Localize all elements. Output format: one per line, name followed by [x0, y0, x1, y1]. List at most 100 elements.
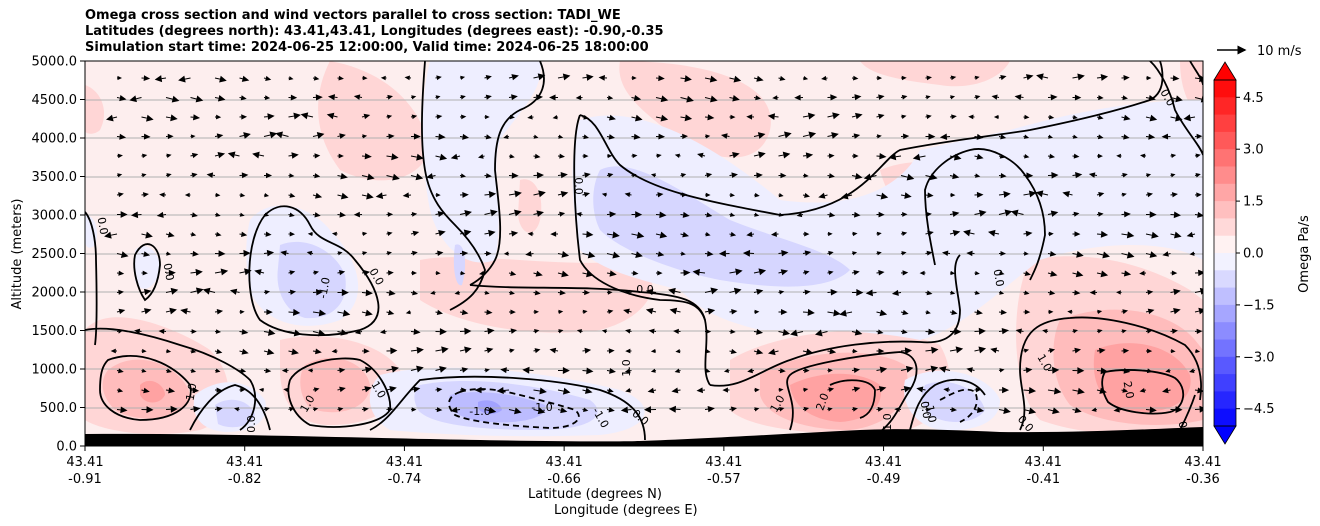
omega-fill-region	[318, 61, 430, 181]
wind-vector-shaft	[680, 77, 686, 80]
wind-vector-head	[991, 94, 998, 100]
wind-vector-shaft	[557, 193, 562, 196]
wind-vector-head	[612, 251, 621, 259]
wind-vector-head	[216, 387, 223, 393]
wind-vector-head	[803, 173, 809, 178]
wind-vector-head	[673, 328, 679, 335]
wind-vector-head	[876, 251, 882, 256]
wind-vector-shaft	[1047, 409, 1054, 412]
wind-vector-head	[904, 192, 912, 199]
wind-vector-shaft	[533, 409, 539, 412]
wind-vector-head	[416, 365, 424, 373]
wind-vector-head	[735, 268, 743, 276]
x-tick-label-lat: 43.41	[386, 455, 423, 470]
wind-vector-head	[485, 94, 492, 100]
wind-vector-head	[1121, 329, 1127, 334]
wind-vector-head	[754, 192, 760, 198]
wind-vector-head	[1116, 153, 1121, 159]
wind-vector-head	[682, 211, 690, 218]
wind-vector-head	[461, 114, 467, 120]
wind-vector-shaft	[704, 77, 711, 80]
wind-vector-head	[169, 307, 177, 315]
wind-vector-shaft	[234, 154, 240, 157]
wind-vector-head	[535, 270, 543, 277]
wind-vector-head	[120, 211, 128, 218]
wind-vector-head	[853, 133, 861, 139]
wind-vector-head	[1198, 269, 1203, 277]
wind-vector-head	[855, 172, 863, 180]
wind-vector-head	[952, 210, 960, 218]
wind-vector-head	[216, 114, 222, 120]
wind-vector-head	[118, 368, 124, 374]
wind-vector-head	[1048, 231, 1054, 237]
wind-vector-head	[583, 153, 589, 159]
wind-vector-head	[781, 249, 789, 257]
colorbar-segment	[1214, 408, 1236, 427]
wind-vector-head	[534, 329, 540, 334]
contour-label: 1.0	[881, 413, 894, 431]
wind-vector-head	[830, 94, 838, 101]
wind-vector-head	[436, 75, 442, 81]
wind-vector-head	[720, 133, 728, 139]
wind-vector-head	[1171, 270, 1178, 276]
wind-vector-head	[484, 368, 490, 373]
wind-vector-head	[143, 75, 151, 82]
contour-label: -1.0	[316, 276, 333, 299]
wind-vector-shaft	[900, 368, 907, 371]
wind-vector-head	[1003, 407, 1011, 414]
wind-vector-shaft	[802, 115, 809, 118]
omega-fill-region	[215, 399, 255, 428]
colorbar-segment	[1214, 218, 1236, 237]
wind-vector-shaft	[753, 134, 759, 137]
wind-vector-head	[951, 309, 958, 315]
wind-vector-shaft	[361, 388, 366, 391]
wind-vector-head	[648, 328, 655, 334]
wind-vector-shaft	[972, 369, 975, 371]
wind-vector-head	[1199, 287, 1203, 295]
wind-vector-head	[683, 269, 691, 277]
wind-vector-head	[1122, 172, 1128, 178]
wind-vector-head	[779, 290, 785, 295]
wind-vector-shaft	[1194, 290, 1201, 293]
wind-vector-head	[939, 133, 948, 140]
x-tick-label-lat: 43.41	[705, 455, 742, 470]
contour-line	[369, 375, 646, 441]
wind-vector-head	[241, 75, 250, 82]
wind-vector-head	[612, 231, 620, 239]
wind-vector-head	[485, 114, 490, 120]
wind-vector-head	[193, 405, 201, 413]
wind-vector-head	[289, 212, 295, 218]
wind-vector-head	[1198, 307, 1203, 315]
wind-vector-head	[827, 231, 833, 237]
wind-vector-shaft	[949, 349, 957, 352]
wind-vector-head	[510, 309, 516, 315]
wind-vector-head	[1077, 387, 1085, 395]
wind-vector-field	[104, 73, 1203, 415]
contour-line	[939, 388, 978, 423]
wind-vector-shaft	[333, 115, 338, 118]
wind-vector-head	[559, 211, 566, 217]
wind-vector-shaft	[410, 175, 417, 178]
wind-vector-head	[485, 134, 492, 140]
wind-vector-head	[292, 308, 301, 316]
wind-vector-head	[317, 329, 326, 337]
wind-vector-head	[778, 387, 784, 393]
wind-vector-head	[854, 211, 861, 218]
wind-vector-head	[266, 249, 275, 257]
wind-vector-shaft	[239, 135, 245, 137]
wind-vector-head	[118, 192, 124, 198]
wind-vector-shaft	[386, 388, 391, 391]
wind-vector-head	[1000, 250, 1007, 257]
wind-vector-head	[805, 152, 814, 159]
wind-vector-shaft	[1145, 116, 1151, 119]
wind-vector-head	[1010, 209, 1019, 217]
wind-vector-shaft	[631, 253, 637, 256]
wind-vector-head	[755, 95, 762, 101]
wind-vector-head	[216, 348, 223, 354]
wind-vector-head	[804, 368, 810, 373]
wind-vector-head	[154, 75, 163, 83]
wind-vector-head	[747, 368, 753, 374]
wind-vector-head	[1004, 209, 1013, 217]
wind-vector-shaft	[851, 175, 856, 177]
wind-vector-head	[951, 114, 957, 120]
